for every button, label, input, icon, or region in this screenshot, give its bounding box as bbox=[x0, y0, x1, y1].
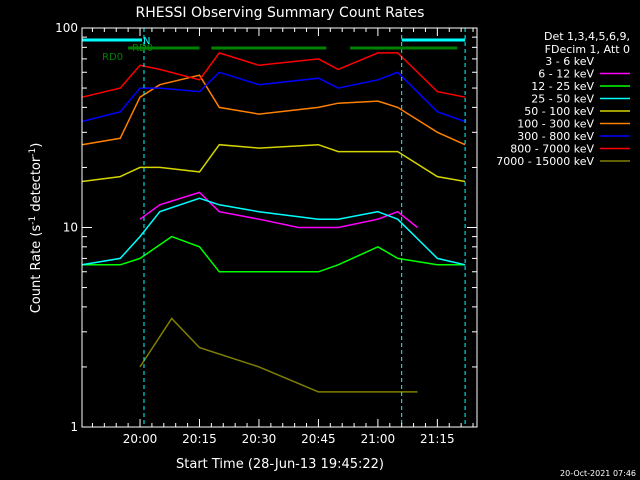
series-line bbox=[81, 52, 466, 98]
chart-title: RHESSI Observing Summary Count Rates bbox=[136, 5, 425, 21]
y-axis-label: Count Rate (s-1 detector-1) bbox=[28, 143, 44, 314]
x-tick-label: 20:15 bbox=[182, 432, 217, 446]
x-tick-label: 21:15 bbox=[420, 432, 455, 446]
series-line bbox=[81, 71, 466, 123]
legend: Det 1,3,4,5,6,9, FDecim 1, Att 0 3 - 6 k… bbox=[496, 30, 630, 168]
legend-entry-label: 50 - 100 keV bbox=[524, 105, 594, 118]
legend-header-2: FDecim 1, Att 0 bbox=[545, 43, 630, 56]
legend-entry-label: 25 - 50 keV bbox=[531, 93, 594, 106]
series-line bbox=[81, 197, 466, 266]
rd0-label: RD0 bbox=[102, 52, 123, 63]
x-tick-label: 20:30 bbox=[242, 432, 277, 446]
axis-layer: 1 10 100 20:00 20:15 20:30 20:45 21:00 21:15 bbox=[55, 21, 477, 446]
series-line bbox=[82, 235, 466, 273]
y-axis-label-main: Count Rate (s bbox=[29, 225, 44, 314]
x-tick-label: 20:45 bbox=[301, 432, 336, 446]
footer-timestamp: 20-Oct-2021 07:46 bbox=[560, 469, 636, 478]
legend-entry-label: 3 - 6 keV bbox=[545, 55, 594, 68]
y-axis-label-tail: detector bbox=[29, 156, 44, 216]
series-line bbox=[139, 317, 418, 393]
series-layer bbox=[81, 52, 466, 393]
x-tick-label: 20:00 bbox=[123, 432, 158, 446]
legend-entry-label: 800 - 7000 keV bbox=[510, 143, 594, 156]
legend-entry-label: 300 - 800 keV bbox=[517, 130, 594, 143]
legend-entry-label: 12 - 25 keV bbox=[531, 80, 594, 93]
y-axis-label-close: ) bbox=[29, 143, 44, 148]
series-line bbox=[139, 191, 418, 229]
legend-header-1: Det 1,3,4,5,6,9, bbox=[544, 30, 630, 43]
series-line bbox=[139, 245, 419, 348]
legend-entry-label: 6 - 12 keV bbox=[538, 68, 594, 81]
legend-entry-label: 7000 - 15000 keV bbox=[496, 155, 594, 168]
series-line bbox=[81, 143, 466, 183]
rd0-label: RD0 bbox=[132, 43, 153, 54]
x-tick-label: 21:00 bbox=[361, 432, 396, 446]
series-line bbox=[81, 74, 466, 146]
x-axis-label: Start Time (28-Jun-13 19:45:22) bbox=[176, 457, 384, 472]
night-label: N bbox=[143, 36, 150, 47]
y-tick-label: 100 bbox=[55, 21, 78, 35]
y-tick-label: 1 bbox=[70, 420, 78, 434]
y-axis-label-sup: -1 bbox=[28, 216, 38, 225]
y-axis-label-tail-sup: -1 bbox=[28, 148, 38, 157]
y-tick-label: 10 bbox=[63, 221, 78, 235]
legend-entry-label: 100 - 300 keV bbox=[517, 118, 594, 131]
